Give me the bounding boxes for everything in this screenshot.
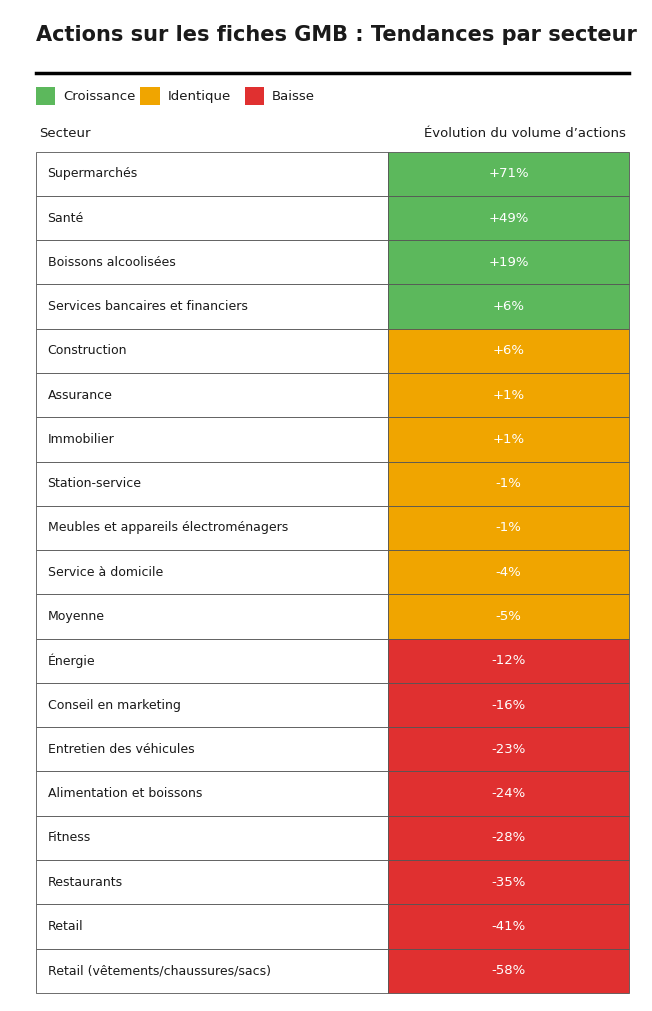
Text: -28%: -28% xyxy=(492,831,526,844)
Text: Restaurants: Restaurants xyxy=(48,876,123,889)
Text: +1%: +1% xyxy=(492,388,525,401)
Text: Baisse: Baisse xyxy=(272,90,315,102)
Text: Services bancaires et financiers: Services bancaires et financiers xyxy=(48,300,248,313)
Text: Santé: Santé xyxy=(48,211,84,224)
Text: Alimentation et boissons: Alimentation et boissons xyxy=(48,788,202,800)
Text: +49%: +49% xyxy=(488,211,529,224)
Text: Croissance: Croissance xyxy=(63,90,136,102)
Text: +19%: +19% xyxy=(488,256,529,269)
Text: -35%: -35% xyxy=(492,876,526,889)
Text: +6%: +6% xyxy=(492,300,525,313)
Text: Évolution du volume d’actions: Évolution du volume d’actions xyxy=(424,127,626,140)
Text: -41%: -41% xyxy=(492,920,526,933)
Text: Identique: Identique xyxy=(168,90,231,102)
Text: -24%: -24% xyxy=(492,788,526,800)
Text: -58%: -58% xyxy=(492,964,526,978)
Text: +1%: +1% xyxy=(492,433,525,446)
Text: Meubles et appareils électroménagers: Meubles et appareils électroménagers xyxy=(48,522,288,535)
Text: Retail: Retail xyxy=(48,920,83,933)
Text: Station-service: Station-service xyxy=(48,477,141,490)
Text: -16%: -16% xyxy=(492,699,526,712)
Text: Immobilier: Immobilier xyxy=(48,433,114,446)
Text: Moyenne: Moyenne xyxy=(48,610,104,623)
Text: +6%: +6% xyxy=(492,345,525,357)
Text: -12%: -12% xyxy=(492,654,526,667)
Text: Boissons alcoolisées: Boissons alcoolisées xyxy=(48,256,175,269)
Text: -1%: -1% xyxy=(496,477,522,490)
Text: Supermarchés: Supermarchés xyxy=(48,167,138,180)
Text: Secteur: Secteur xyxy=(39,127,91,140)
Text: -5%: -5% xyxy=(496,610,522,623)
Text: Conseil en marketing: Conseil en marketing xyxy=(48,699,181,712)
Text: Construction: Construction xyxy=(48,345,127,357)
Text: Service à domicile: Service à domicile xyxy=(48,566,163,578)
Text: Retail (vêtements/chaussures/sacs): Retail (vêtements/chaussures/sacs) xyxy=(48,964,271,978)
Text: Entretien des véhicules: Entretien des véhicules xyxy=(48,743,194,756)
Text: -4%: -4% xyxy=(496,566,522,578)
Text: -23%: -23% xyxy=(492,743,526,756)
Text: Assurance: Assurance xyxy=(48,388,113,401)
Text: -1%: -1% xyxy=(496,522,522,535)
Text: +71%: +71% xyxy=(488,167,529,180)
Text: Fitness: Fitness xyxy=(48,831,91,844)
Text: Actions sur les fiches GMB : Tendances par secteur: Actions sur les fiches GMB : Tendances p… xyxy=(36,25,637,45)
Text: Énergie: Énergie xyxy=(48,653,95,668)
